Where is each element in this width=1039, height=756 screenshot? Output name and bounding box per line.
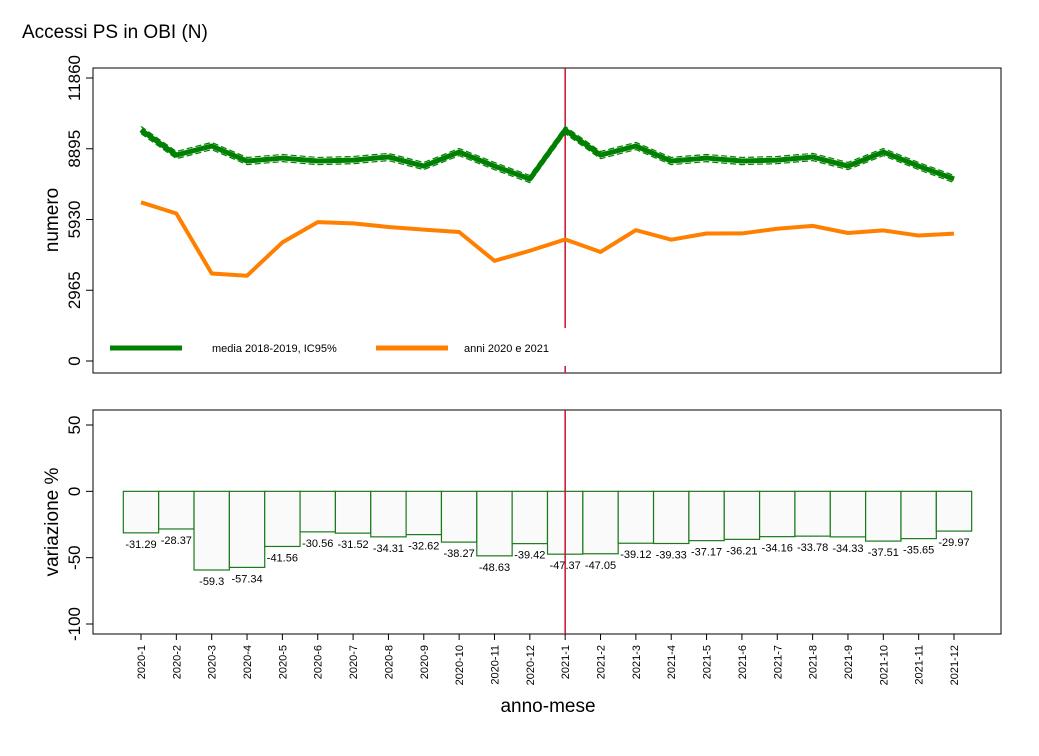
bar: [193, 490, 230, 571]
bar-data-label: -30.56: [302, 538, 333, 550]
x-tick-label: 2020-11: [489, 645, 501, 685]
bar-data-label: -47.05: [585, 560, 616, 572]
bar-data-label: -39.42: [514, 550, 545, 562]
x-tick-label: 2021-2: [596, 645, 608, 679]
bottom-y-tick-label: 50: [65, 416, 84, 435]
ci-upper-line: [140, 125, 955, 177]
x-tick-label: 2021-5: [702, 645, 714, 679]
x-tick-label: 2020-9: [419, 645, 431, 679]
bar-data-label: -59.3: [199, 576, 224, 588]
bar: [582, 490, 619, 555]
x-tick-label: 2020-2: [171, 645, 183, 679]
bottom-y-tick-label: 0: [65, 487, 84, 496]
bar-data-label: -34.33: [832, 543, 863, 555]
bar-data-label: -34.16: [762, 543, 793, 555]
bottom-y-axis-label: variazione %: [42, 468, 63, 577]
bar-data-label: -31.52: [337, 539, 368, 551]
bar: [228, 490, 266, 569]
x-tick-label: 2021-3: [631, 645, 643, 679]
x-tick-label: 2020-7: [348, 645, 360, 679]
bar: [900, 490, 937, 540]
bar-data-label: -41.56: [267, 552, 298, 564]
top-y-tick-label: 5930: [65, 201, 84, 239]
top-y-tick-label: 11860: [65, 55, 84, 101]
top-y-tick-label: 2965: [65, 271, 84, 309]
bar-data-label: -57.34: [231, 573, 262, 585]
bar: [652, 490, 690, 545]
bottom-y-tick-label: -100: [65, 607, 84, 641]
bar: [688, 490, 725, 542]
chart-title: Accessi PS in OBI (N): [22, 22, 208, 43]
bar-data-label: -28.37: [161, 535, 192, 547]
x-tick-label: 2021-9: [843, 645, 855, 679]
x-tick-label: 2021-12: [949, 645, 961, 685]
legend-label-actual: anni 2020 e 2021: [464, 343, 549, 355]
bar: [829, 490, 867, 538]
x-tick-label: 2021-8: [808, 645, 820, 679]
bar: [299, 490, 337, 533]
bar: [264, 490, 301, 548]
bar-data-label: -36.21: [726, 545, 757, 557]
ci-lower-line: [140, 132, 955, 184]
x-tick-label: 2021-1: [560, 645, 572, 679]
bar: [617, 490, 655, 544]
bar: [511, 490, 549, 545]
top-plot-area: [92, 67, 1002, 374]
legend-label-mean: media 2018-2019, IC95%: [212, 343, 337, 355]
bar-data-label: -33.78: [797, 542, 828, 554]
x-tick-label: 2020-8: [383, 645, 395, 679]
bar: [440, 490, 478, 543]
bar: [405, 490, 443, 536]
bar: [865, 490, 902, 542]
bar-data-label: -37.51: [868, 547, 899, 559]
x-tick-label: 2020-3: [207, 645, 219, 679]
bar: [334, 490, 372, 534]
bar: [476, 490, 513, 557]
x-tick-label: 2020-10: [454, 645, 466, 685]
x-tick-label: 2021-10: [878, 645, 890, 685]
x-tick-label: 2020-6: [313, 645, 325, 679]
series-line-mean: [139, 127, 955, 182]
bar-data-label: -39.12: [620, 549, 651, 561]
bar: [370, 490, 407, 538]
bar-data-label: -48.63: [479, 562, 510, 574]
x-tick-label: 2021-4: [666, 645, 678, 679]
bar: [794, 490, 831, 537]
x-tick-label: 2020-5: [277, 645, 289, 679]
bar-data-label: -29.97: [938, 537, 969, 549]
bar-data-label: -37.17: [691, 547, 722, 559]
bottom-y-tick-label: -50: [65, 545, 84, 570]
bar: [758, 490, 796, 538]
x-axis-label: anno-mese: [500, 696, 595, 717]
bar: [723, 490, 761, 540]
x-tick-label: 2021-7: [772, 645, 784, 679]
bar-data-label: -35.65: [903, 545, 934, 557]
bar-data-label: -38.27: [444, 548, 475, 560]
bar: [158, 490, 195, 530]
top-y-tick-label: 0: [65, 356, 84, 365]
bar-data-label: -34.31: [373, 543, 404, 555]
top-y-axis-label: numero: [42, 188, 63, 252]
top-y-tick-label: 8895: [65, 130, 84, 168]
x-tick-label: 2020-4: [242, 645, 254, 679]
bar-data-label: -39.33: [656, 550, 687, 562]
x-tick-label: 2020-1: [136, 645, 148, 679]
bar: [122, 490, 160, 534]
bar-data-label: -32.62: [408, 541, 439, 553]
bar: [935, 490, 973, 532]
legend: media 2018-2019, IC95% anni 2020 e 2021: [110, 343, 549, 355]
x-tick-label: 2020-12: [525, 645, 537, 685]
x-tick-label: 2021-6: [737, 645, 749, 679]
x-tick-label: 2021-11: [914, 645, 926, 685]
bar-data-label: -31.29: [125, 539, 156, 551]
series-line-actual: [140, 200, 955, 278]
